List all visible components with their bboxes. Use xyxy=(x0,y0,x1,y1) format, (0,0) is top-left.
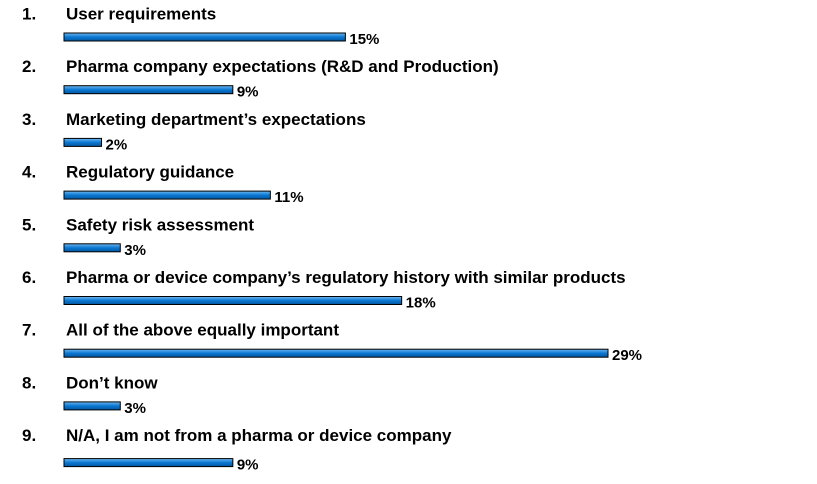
item-number: 1. xyxy=(22,4,36,23)
bar xyxy=(63,137,103,147)
item-number: 9. xyxy=(22,426,36,445)
bar xyxy=(63,348,609,358)
item-label: Don’t know xyxy=(66,373,158,392)
item-label: Pharma or device company’s regulatory hi… xyxy=(66,268,626,287)
item-label: Pharma company expectations (R&D and Pro… xyxy=(66,57,499,76)
item-number: 5. xyxy=(22,215,36,234)
item-number: 3. xyxy=(22,110,36,129)
value-label: 11% xyxy=(274,189,303,206)
item-label: Regulatory guidance xyxy=(66,163,234,182)
bar xyxy=(63,401,121,411)
item-label: N/A, I am not from a pharma or device co… xyxy=(66,426,452,445)
item-label: Marketing department’s expectations xyxy=(66,110,366,129)
value-label: 9% xyxy=(237,457,259,474)
bar xyxy=(63,243,121,253)
item-label: Safety risk assessment xyxy=(66,215,254,234)
value-label: 18% xyxy=(406,294,436,311)
item-number: 8. xyxy=(22,373,36,392)
value-label: 3% xyxy=(124,242,146,259)
bar xyxy=(63,458,234,468)
item-label: All of the above equally important xyxy=(66,321,339,340)
bar xyxy=(63,296,403,305)
item-number: 4. xyxy=(22,163,36,182)
value-label: 15% xyxy=(349,31,379,48)
item-label: User requirements xyxy=(66,4,216,23)
item-number: 6. xyxy=(22,268,36,287)
value-label: 2% xyxy=(106,136,128,153)
value-label: 29% xyxy=(612,347,642,364)
item-number: 2. xyxy=(22,57,36,76)
bar xyxy=(63,190,271,200)
value-label: 3% xyxy=(124,400,146,417)
value-label: 9% xyxy=(237,84,259,101)
bar xyxy=(63,85,234,95)
bar xyxy=(63,32,346,42)
item-number: 7. xyxy=(22,321,36,340)
